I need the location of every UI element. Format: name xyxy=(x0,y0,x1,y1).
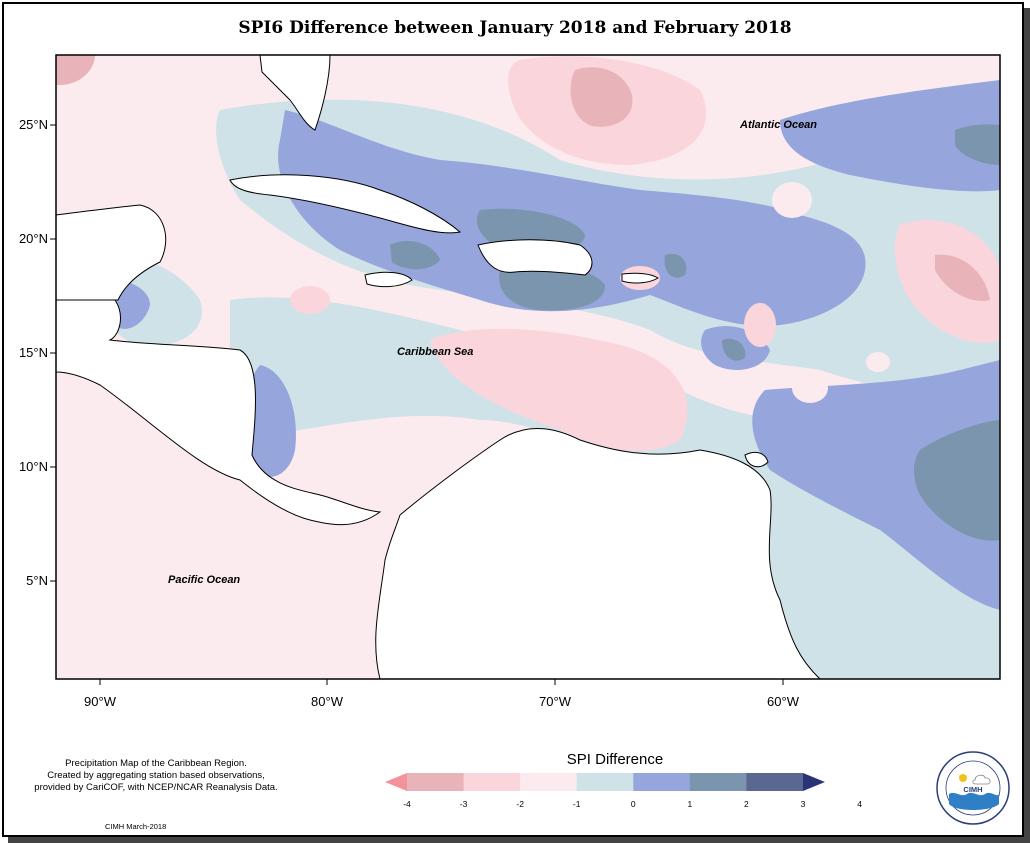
credit-line-2: Created by aggregating station based obs… xyxy=(47,770,265,781)
lat-label-20n: 20°N xyxy=(18,231,48,246)
legend-swatch-7 xyxy=(746,773,804,791)
zone-1-2-atlantic xyxy=(780,80,1000,192)
legend-colorbar xyxy=(385,773,825,791)
zone-minus2-east xyxy=(935,254,990,301)
spot-pink-1 xyxy=(772,182,812,218)
legend-tick-label: -2 xyxy=(516,799,524,809)
lon-label-60w: 60°W xyxy=(767,694,799,709)
land-trinidad xyxy=(744,451,769,468)
zone-2-3-hispaniola xyxy=(499,265,605,311)
land-mexico xyxy=(56,204,167,301)
zone-2-3-leeward xyxy=(664,253,687,278)
land-jamaica xyxy=(364,271,413,288)
label-caribbean-sea: Caribbean Sea xyxy=(397,346,474,358)
zone-minus1-caribbean xyxy=(430,328,688,451)
zone-0-1-central xyxy=(230,297,1000,679)
legend-tick-label: -4 xyxy=(403,799,411,809)
legend-swatch-4 xyxy=(576,773,634,791)
axis-ticks xyxy=(50,124,784,685)
land-central-america xyxy=(56,299,382,526)
land-cuba xyxy=(229,174,462,234)
legend-tick-label: 2 xyxy=(744,799,749,809)
legend-swatch-0 xyxy=(385,773,407,791)
legend-tick-label: -1 xyxy=(572,799,581,809)
zone-1-2-southeast xyxy=(752,360,1000,610)
zone-minus2-nw xyxy=(56,55,95,85)
land-florida xyxy=(259,55,331,131)
legend-tick-label: 3 xyxy=(800,799,806,809)
label-atlantic-ocean: Atlantic Ocean xyxy=(740,119,818,131)
lon-label-70w: 70°W xyxy=(539,694,571,709)
zone-1-2-belize xyxy=(115,280,150,329)
spot-pink-2 xyxy=(744,303,776,347)
spot-pink-5 xyxy=(290,286,330,314)
zone-2-3-lesser-antilles xyxy=(722,338,746,361)
land-south-america xyxy=(375,427,821,679)
credit-date: CIMH March-2018 xyxy=(105,822,167,831)
lat-label-25n: 25°N xyxy=(18,117,48,132)
legend-title: SPI Difference xyxy=(566,751,664,768)
lat-label-5n: 5°N xyxy=(26,573,48,588)
legend-swatch-5 xyxy=(633,773,691,791)
zone-1-2-antilles xyxy=(278,110,866,326)
map-title: SPI6 Difference between January 2018 and… xyxy=(238,18,792,38)
legend-tick-label: 4 xyxy=(857,799,862,809)
credit-line-1: Precipitation Map of the Caribbean Regio… xyxy=(65,758,247,769)
legend-swatch-2 xyxy=(463,773,521,791)
water-icon xyxy=(949,792,999,810)
legend-swatch-1 xyxy=(407,773,465,791)
zone-2-3-atlantic xyxy=(955,124,1000,165)
label-pacific-ocean: Pacific Ocean xyxy=(168,574,241,586)
credit-line-3: provided by CariCOF, with NCEP/NCAR Rean… xyxy=(34,782,278,793)
spot-pink-4 xyxy=(866,352,890,372)
lon-label-90w: 90°W xyxy=(84,694,116,709)
cloud-icon xyxy=(972,774,991,785)
zone-2-3-cuba xyxy=(390,240,440,270)
land-puerto-rico xyxy=(621,272,659,284)
logo-text: CIMH xyxy=(963,785,982,794)
cimh-logo: CIMH xyxy=(936,751,1010,825)
legend-swatch-8 xyxy=(803,773,825,791)
zone-2-3-southeast xyxy=(914,420,1000,541)
lon-label-80w: 80°W xyxy=(311,694,343,709)
lat-label-10n: 10°N xyxy=(18,459,48,474)
legend-tick-label: 0 xyxy=(630,799,636,809)
spi-field xyxy=(56,55,1000,679)
legend-tick-label: -3 xyxy=(459,799,468,809)
legend-swatch-3 xyxy=(520,773,578,791)
spot-pink-3 xyxy=(792,373,828,403)
zone-minus2-atlantic xyxy=(570,67,633,127)
credit-text: Precipitation Map of the Caribbean Regio… xyxy=(6,758,306,794)
sun-icon xyxy=(959,774,967,782)
plot-border xyxy=(55,54,1001,680)
lat-label-15n: 15°N xyxy=(18,345,48,360)
legend-tick-label: 1 xyxy=(687,799,693,809)
land-hispaniola xyxy=(477,239,593,276)
legend-swatch-6 xyxy=(689,773,747,791)
